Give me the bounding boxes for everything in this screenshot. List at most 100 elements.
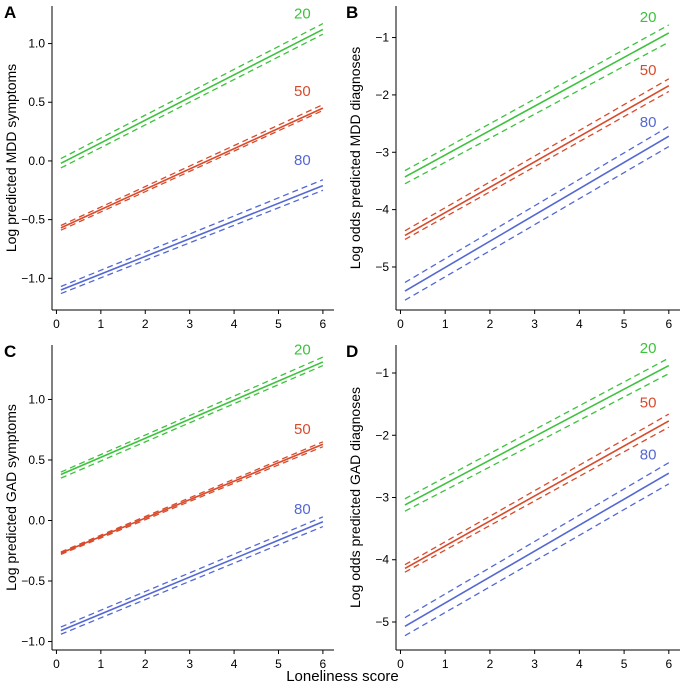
y-tick-label: 0.5 — [28, 95, 45, 109]
y-tick-label: −1 — [375, 366, 389, 380]
x-tick-label: 5 — [621, 317, 628, 331]
y-axis-title: Log odds predicted GAD diagnoses — [347, 387, 363, 608]
panel-d: D −5 −4 −3 −2 −1 0 1 2 3 4 5 6 Log odds predicted GAD… — [346, 340, 680, 671]
y-tick-label: −4 — [375, 203, 389, 217]
series-80 — [404, 462, 670, 637]
estimate-line — [404, 364, 670, 506]
series-label: 50 — [294, 83, 311, 100]
panel-a: A −1.0 −0.5 0.0 0.5 1.0 0 1 2 3 4 5 6 Log predicted M… — [3, 3, 334, 331]
x-tick-label: 6 — [320, 317, 327, 331]
ci-lower-line — [404, 90, 670, 241]
x-tick-label: 5 — [275, 657, 282, 671]
ci-upper-line — [60, 179, 324, 288]
panel-label: A — [4, 3, 16, 22]
estimate-line — [60, 443, 324, 554]
x-tick-label: 4 — [576, 657, 583, 671]
y-tick-label: −1.0 — [21, 635, 45, 649]
ci-lower-line — [60, 446, 324, 555]
panel-b: B −5 −4 −3 −2 −1 0 1 2 3 4 5 6 Log odds predicted MDD… — [346, 3, 680, 331]
y-tick-label: −3 — [375, 491, 389, 505]
x-tick-label: 2 — [487, 657, 494, 671]
panel-label: D — [346, 342, 358, 361]
series-label: 50 — [294, 421, 311, 438]
x-tick-label: 6 — [320, 657, 327, 671]
series-20 — [404, 357, 670, 512]
estimate-line — [60, 28, 324, 164]
x-tick-label: 5 — [275, 317, 282, 331]
series-20 — [60, 23, 324, 169]
ci-lower-line — [404, 145, 670, 301]
x-tick-label: 3 — [186, 317, 193, 331]
y-tick-label: −2 — [375, 88, 389, 102]
x-tick-label: 1 — [98, 657, 105, 671]
series-label: 20 — [640, 340, 657, 357]
series-50 — [404, 78, 670, 241]
x-tick-label: 0 — [53, 317, 60, 331]
ci-upper-line — [404, 78, 670, 232]
ci-upper-line — [404, 462, 670, 619]
series-50 — [60, 441, 324, 555]
estimate-line — [404, 85, 670, 237]
x-tick-label: 2 — [142, 657, 149, 671]
estimate-line — [60, 361, 324, 476]
estimate-line — [404, 472, 670, 628]
y-tick-label: −1.0 — [21, 271, 45, 285]
y-tick-label: 0.0 — [28, 513, 45, 527]
x-tick-label: 0 — [397, 657, 404, 671]
panel-c: C −1.0 −0.5 0.0 0.5 1.0 0 1 2 3 4 5 6 Log predicted G… — [3, 341, 334, 671]
series-label: 80 — [640, 446, 657, 463]
y-tick-label: −5 — [375, 260, 389, 274]
x-tick-label: 4 — [231, 657, 238, 671]
y-axis-title: Log odds predicted MDD diagnoses — [347, 47, 363, 270]
y-tick-label: −2 — [375, 428, 389, 442]
ci-lower-line — [60, 189, 324, 295]
y-tick-label: −0.5 — [21, 213, 45, 227]
ci-upper-line — [404, 24, 670, 172]
ci-upper-line — [60, 104, 324, 227]
y-tick-label: −4 — [375, 553, 389, 567]
y-tick-label: −5 — [375, 615, 389, 629]
x-tick-label: 3 — [531, 657, 538, 671]
x-tick-label: 1 — [98, 317, 105, 331]
x-tick-label: 1 — [442, 657, 449, 671]
x-tick-label: 4 — [231, 317, 238, 331]
ci-lower-line — [60, 109, 324, 231]
ci-upper-line — [404, 125, 670, 284]
ci-lower-line — [60, 364, 324, 479]
series-20 — [404, 24, 670, 185]
series-label: 80 — [640, 114, 657, 131]
x-tick-label: 3 — [186, 657, 193, 671]
estimate-line — [404, 420, 670, 570]
series-label: 80 — [294, 501, 311, 518]
y-tick-label: 0.5 — [28, 453, 45, 467]
ci-lower-line — [60, 525, 324, 635]
ci-lower-line — [404, 483, 670, 637]
x-axis-title: Loneliness score — [286, 668, 399, 685]
y-tick-label: 1.0 — [28, 392, 45, 406]
estimate-line — [60, 184, 324, 291]
series-80 — [60, 179, 324, 295]
estimate-line — [60, 520, 324, 632]
ci-upper-line — [60, 23, 324, 160]
y-axis-title: Log predicted GAD symptoms — [3, 404, 19, 591]
panel-label: C — [4, 342, 16, 361]
series-20 — [60, 356, 324, 479]
x-tick-label: 1 — [442, 317, 449, 331]
y-tick-label: −0.5 — [21, 574, 45, 588]
series-label: 80 — [294, 152, 311, 169]
x-tick-label: 0 — [53, 657, 60, 671]
ci-lower-line — [404, 426, 670, 573]
series-50 — [60, 104, 324, 231]
ci-lower-line — [404, 41, 670, 185]
series-label: 50 — [640, 395, 657, 412]
y-tick-label: −1 — [375, 31, 389, 45]
ci-upper-line — [404, 357, 670, 500]
x-tick-label: 4 — [576, 317, 583, 331]
series-50 — [404, 413, 670, 573]
x-tick-label: 6 — [665, 317, 672, 331]
estimate-line — [404, 32, 670, 178]
ci-lower-line — [60, 33, 324, 169]
series-label: 50 — [640, 62, 657, 79]
series-label: 20 — [640, 9, 657, 26]
